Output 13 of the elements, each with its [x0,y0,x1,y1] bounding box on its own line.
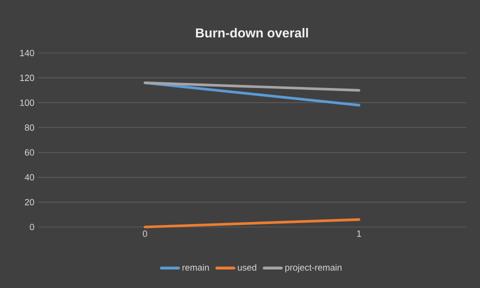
y-tick-label: 140 [20,50,34,56]
legend-label: used [238,264,256,271]
y-tick-label: 0 [30,224,34,230]
legend-label: project-remain [285,264,342,272]
y-tick-label: 100 [20,100,34,106]
y-tick-label: 60 [24,149,34,156]
y-tick-label: 120 [20,74,34,82]
chart-title: Burn-down overall [196,28,308,38]
y-tick-label: 40 [24,174,34,180]
x-tick-label: 1 [357,230,362,237]
y-tick-label: 20 [24,198,34,206]
legend-label: remain [182,264,209,271]
y-tick-label: 80 [24,124,34,131]
